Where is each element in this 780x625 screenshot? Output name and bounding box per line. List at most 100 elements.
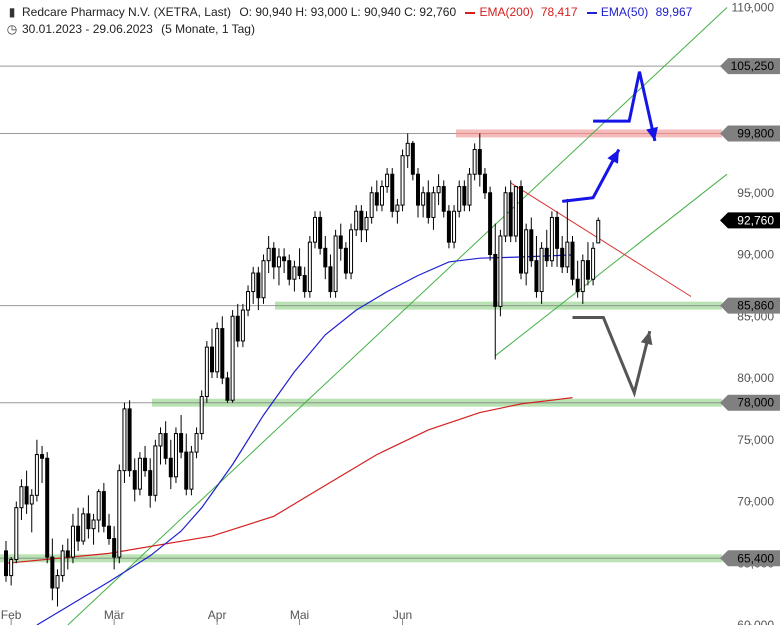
candle — [179, 415, 184, 459]
candle — [292, 260, 297, 292]
candle-body — [555, 216, 560, 249]
ema50-legend-swatch — [586, 11, 597, 14]
candle — [570, 235, 575, 286]
x-tick-label: Apr — [208, 608, 227, 622]
candle — [266, 235, 271, 274]
candle — [137, 452, 142, 496]
candle-body — [34, 454, 39, 496]
candle — [194, 427, 199, 459]
candle-body — [132, 470, 137, 490]
candle — [261, 254, 266, 304]
candle-body — [45, 457, 50, 558]
candle — [400, 149, 405, 212]
price-callout-tag — [720, 394, 780, 411]
candle — [24, 470, 29, 514]
candle — [307, 235, 312, 298]
candle — [240, 303, 245, 348]
candle-body — [565, 241, 570, 268]
candle — [359, 205, 364, 243]
price-callout-tag — [720, 58, 780, 75]
candle — [282, 248, 287, 274]
candle — [421, 186, 426, 218]
candle-body — [86, 513, 91, 530]
candle — [313, 211, 317, 249]
candle-body — [282, 256, 287, 262]
candle-body — [544, 247, 549, 262]
candle-body — [529, 229, 534, 262]
candle-body — [19, 486, 24, 509]
candle — [55, 569, 60, 607]
candle — [379, 180, 384, 212]
candle-body — [379, 186, 384, 206]
candle-body — [194, 433, 199, 453]
candle-body — [76, 525, 81, 542]
candle — [539, 242, 544, 304]
candle — [544, 229, 549, 267]
candle-body — [318, 216, 323, 249]
candle — [488, 186, 493, 261]
candle — [132, 458, 137, 502]
gray-arrow-head — [640, 331, 653, 346]
candle-body — [276, 256, 281, 268]
candle — [385, 168, 390, 193]
candle-body — [91, 519, 96, 530]
candle-body — [297, 266, 302, 276]
candle-body — [96, 491, 101, 521]
candle-body — [70, 525, 75, 558]
candle-body — [580, 260, 585, 293]
candle — [585, 242, 590, 286]
candle — [405, 133, 410, 169]
y-tick-label: 110,000 — [732, 1, 775, 15]
candle-body — [271, 247, 276, 268]
blue-arrow-upper — [593, 71, 657, 142]
candle — [86, 495, 91, 539]
candle-body — [349, 229, 354, 274]
candle-body — [307, 241, 312, 293]
ema200-label: EMA(200) — [479, 5, 534, 19]
candle — [9, 557, 14, 586]
candle — [287, 254, 292, 286]
candle — [168, 439, 173, 490]
candle-body — [343, 247, 348, 274]
candle-body — [467, 173, 472, 206]
candle-body — [534, 260, 539, 293]
candle-body — [101, 491, 106, 527]
candle-body — [441, 186, 446, 212]
candle — [534, 235, 539, 298]
candle — [117, 464, 122, 564]
candle-body — [220, 328, 225, 379]
candle-body — [369, 192, 374, 218]
candle — [112, 526, 117, 570]
candle-body — [40, 454, 45, 459]
candle — [251, 266, 256, 304]
y-tick-label: 70,000 — [737, 495, 774, 509]
x-tick-label: Feb — [1, 608, 22, 622]
candle — [158, 427, 163, 465]
candle-body — [153, 445, 158, 496]
candle — [127, 400, 132, 477]
clock-icon: ◷ — [6, 22, 18, 36]
candle — [493, 223, 498, 360]
candle — [276, 248, 281, 286]
price-callout: 99,800 — [720, 125, 780, 142]
candle-body — [313, 216, 317, 243]
candle — [524, 223, 529, 286]
candle-body — [230, 315, 235, 401]
candle — [34, 439, 39, 502]
candle — [441, 180, 446, 218]
candle-body — [112, 538, 117, 558]
candle — [508, 180, 513, 243]
candle-body — [65, 550, 70, 558]
price-callout-tag — [720, 125, 780, 142]
period: (5 Monate, 1 Tag) — [161, 22, 255, 36]
candle — [45, 452, 50, 564]
candle — [477, 133, 482, 187]
candle-body — [117, 470, 122, 558]
candle — [204, 340, 209, 403]
candle — [328, 254, 333, 298]
candle — [467, 168, 472, 212]
candle-body — [4, 550, 8, 577]
candle — [163, 421, 168, 465]
chart-subheader: ◷ 30.01.2023 - 29.06.2023 (5 Monate, 1 Ta… — [6, 22, 255, 36]
candles — [4, 133, 601, 607]
